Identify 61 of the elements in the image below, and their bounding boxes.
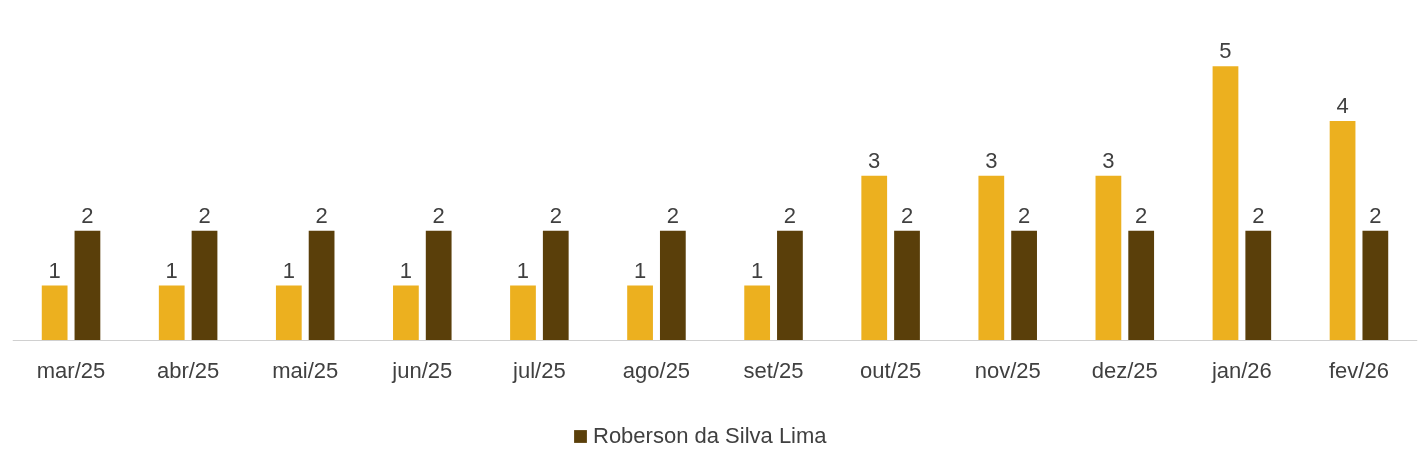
bar — [627, 285, 653, 341]
data-label: 1 — [633, 257, 647, 283]
data-label: 5 — [1219, 38, 1232, 64]
x-tick-label: ago/25 — [622, 358, 691, 384]
bar — [191, 230, 218, 341]
x-tick-label: nov/25 — [974, 358, 1041, 384]
bar — [41, 285, 68, 341]
data-label: 2 — [432, 202, 445, 228]
data-label: 1 — [165, 257, 178, 283]
bar — [425, 230, 452, 341]
bar — [744, 285, 771, 341]
bar — [542, 230, 569, 341]
bar — [393, 285, 419, 341]
data-label: 2 — [315, 202, 328, 228]
data-label: 2 — [1017, 202, 1031, 228]
legend-label: Roberson da Silva Lima — [593, 423, 827, 449]
data-label: 4 — [1336, 92, 1349, 118]
data-label: 2 — [1135, 202, 1148, 228]
data-label: 1 — [48, 257, 61, 283]
x-tick-label: fev/26 — [1328, 358, 1389, 384]
bar — [978, 175, 1005, 341]
data-label: 2 — [666, 202, 679, 228]
data-label: 2 — [1369, 202, 1382, 228]
bar — [510, 285, 536, 341]
data-label: 3 — [868, 147, 881, 173]
bar — [777, 230, 803, 341]
data-label: 1 — [282, 257, 295, 283]
data-label: 3 — [1102, 147, 1115, 173]
bar — [275, 285, 302, 341]
data-label: 1 — [751, 257, 764, 283]
bar — [74, 230, 101, 341]
bar — [1128, 230, 1155, 341]
bar — [659, 230, 686, 341]
data-label: 3 — [985, 147, 998, 173]
x-tick-label: set/25 — [743, 358, 804, 384]
bar — [1095, 175, 1122, 341]
x-tick-label: abr/25 — [156, 358, 220, 384]
bar — [158, 285, 185, 341]
data-label: 2 — [198, 202, 211, 228]
data-label: 2 — [81, 202, 94, 228]
data-label: 1 — [399, 257, 413, 283]
data-label: 1 — [516, 257, 530, 283]
bar — [1245, 230, 1272, 341]
x-tick-label: jul/25 — [512, 358, 566, 384]
x-tick-label: mar/25 — [36, 358, 106, 384]
data-label: 2 — [783, 202, 797, 228]
data-label: 2 — [900, 202, 914, 228]
x-tick-label: out/25 — [860, 358, 922, 384]
x-tick-label: mai/25 — [272, 358, 339, 384]
bar — [308, 230, 335, 341]
x-tick-label: dez/25 — [1091, 358, 1158, 384]
bar — [1212, 66, 1239, 341]
bar — [1011, 230, 1037, 341]
x-tick-label: jan/26 — [1210, 358, 1272, 384]
x-tick-label: jun/25 — [391, 358, 453, 384]
bar — [861, 175, 888, 341]
bar — [1329, 120, 1356, 341]
data-label: 2 — [549, 202, 562, 228]
bar — [894, 230, 920, 341]
data-label: 2 — [1252, 202, 1265, 228]
bar — [1362, 230, 1389, 341]
